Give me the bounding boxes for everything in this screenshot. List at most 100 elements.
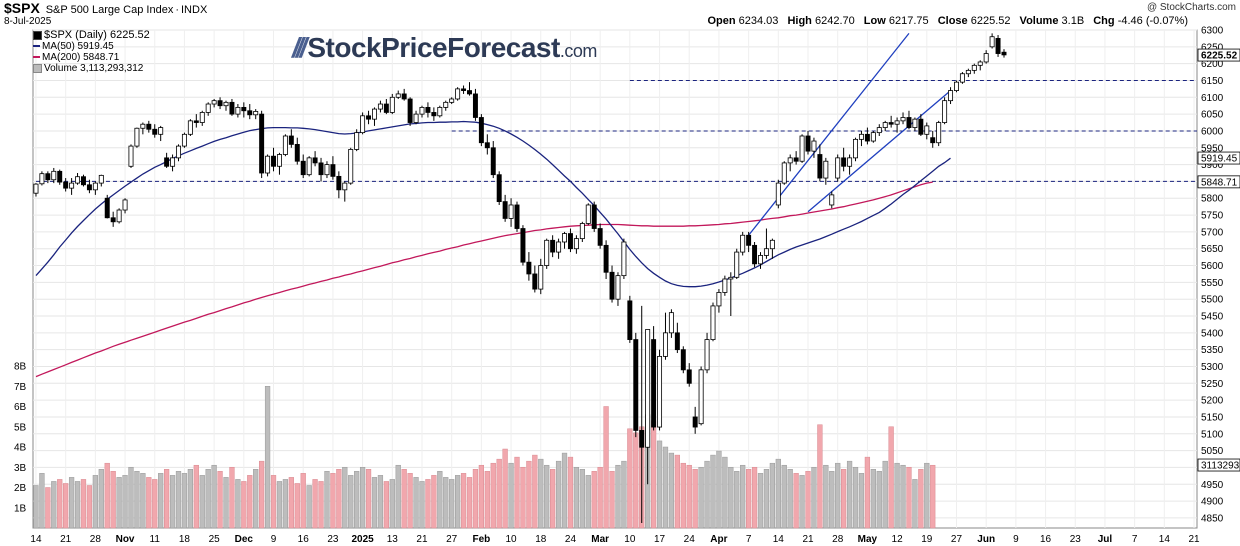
volume-bar (134, 471, 140, 529)
volume-bar (229, 467, 235, 529)
candle-body (983, 53, 989, 63)
plot-frame (32, 29, 1198, 529)
volume-bar (900, 464, 906, 529)
candle-body (75, 176, 81, 184)
candle-body (817, 154, 823, 179)
symbol-name: S&P 500 Large Cap Index (45, 4, 174, 16)
low-label: Low (863, 15, 886, 27)
volume-bar (490, 462, 496, 529)
time-tick-label: 24 (684, 534, 696, 545)
price-tick-label: 6250 (1201, 42, 1224, 53)
price-tick-label: 5900 (1201, 160, 1224, 171)
candle-body (663, 332, 668, 357)
candle-body (33, 183, 39, 194)
legend-ma50: MA(50) 5919.45 (33, 41, 150, 52)
time-tick-label: 13 (387, 534, 399, 545)
volume-bar (407, 473, 413, 529)
ma50-line (35, 120, 951, 288)
candle-body (514, 204, 520, 229)
candle-body (567, 233, 573, 250)
price-tick-label: 5550 (1201, 278, 1224, 289)
candle-body (377, 103, 383, 110)
candle-body (502, 201, 508, 219)
volume-bar (116, 477, 122, 529)
volume-bar (633, 432, 639, 529)
volume-bar (128, 467, 134, 529)
candle-body (948, 90, 954, 102)
price-tick-label: 5150 (1201, 412, 1224, 423)
watermark-suffix: .com (559, 41, 598, 61)
volume-bar (751, 467, 758, 529)
candle-body (888, 122, 894, 125)
candle-body (597, 228, 603, 246)
volume-bar (734, 471, 740, 529)
volume-bar (484, 471, 490, 529)
candle-body (146, 123, 152, 130)
volume-bar (870, 469, 876, 529)
volume-bar (39, 473, 45, 529)
volume-swatch-icon (33, 63, 42, 73)
volume-bar (57, 479, 63, 529)
candle-body (508, 204, 514, 219)
candle-body (69, 182, 75, 189)
time-tick-label: 17 (654, 534, 666, 545)
time-tick-label: 27 (951, 534, 963, 545)
candle-body (657, 355, 663, 428)
volume-bar (300, 473, 306, 529)
volume-bar (336, 469, 342, 529)
time-tick-label: 18 (179, 534, 191, 545)
price-tick-label: 5100 (1201, 429, 1224, 440)
time-tick-label: Jul (1098, 534, 1113, 545)
candle-body (431, 112, 437, 117)
price-tick-label: 6000 (1201, 126, 1224, 137)
volume-bar (288, 477, 294, 529)
price-tick-label: 6200 (1201, 59, 1224, 70)
candle-body (235, 106, 241, 115)
volume-bar (45, 487, 51, 529)
volume-tick-label: 6B (14, 402, 27, 413)
candle-body (223, 101, 229, 107)
stockcharts-credit[interactable]: @ StockCharts.com (1146, 2, 1236, 13)
candle-body (692, 416, 698, 428)
candle-body (585, 204, 591, 224)
candle-body (158, 127, 164, 135)
time-tick-label: Dec (235, 534, 254, 545)
high-label: High (787, 15, 812, 27)
price-tag-box (1197, 458, 1240, 472)
candle-body (484, 142, 490, 149)
candle-body (419, 106, 425, 115)
volume-bar (443, 477, 449, 529)
time-tick-label: Jun (977, 534, 995, 545)
price-tick-label: 4850 (1201, 513, 1224, 524)
volume-bar (431, 475, 437, 529)
time-tick-label: 24 (565, 534, 577, 545)
price-tick-label: 6150 (1201, 76, 1224, 87)
candle-body (894, 120, 900, 125)
watermark-logo: ///StockPriceForecast.com (292, 32, 597, 64)
volume-bar (912, 479, 918, 529)
volume-tick-label: 7B (14, 382, 27, 393)
time-tick-label: May (858, 534, 878, 545)
price-tick-label: 5750 (1201, 211, 1224, 222)
candle-body (187, 120, 193, 135)
candle-body (668, 312, 674, 334)
volume-bar (781, 464, 787, 529)
volume-bar (520, 467, 526, 529)
legend-ma50-label: MA(50) 5919.45 (42, 41, 114, 52)
candle-body (680, 349, 686, 371)
time-tick-label: 28 (832, 534, 844, 545)
candle-body (758, 255, 763, 265)
volume-bar (852, 467, 859, 529)
volume-bar (98, 469, 104, 529)
time-tick-label: 14 (773, 534, 785, 545)
legend-volume-label: Volume 3,113,293,312 (44, 63, 144, 74)
candle-body (746, 234, 752, 246)
price-tick-label: 5950 (1201, 143, 1224, 154)
volume-bar (502, 448, 508, 529)
volume-bar (163, 469, 170, 529)
candle-body (550, 239, 556, 253)
candle-body (116, 209, 122, 223)
time-tick-label: 14 (30, 534, 42, 545)
time-tick-label: 21 (416, 534, 428, 545)
